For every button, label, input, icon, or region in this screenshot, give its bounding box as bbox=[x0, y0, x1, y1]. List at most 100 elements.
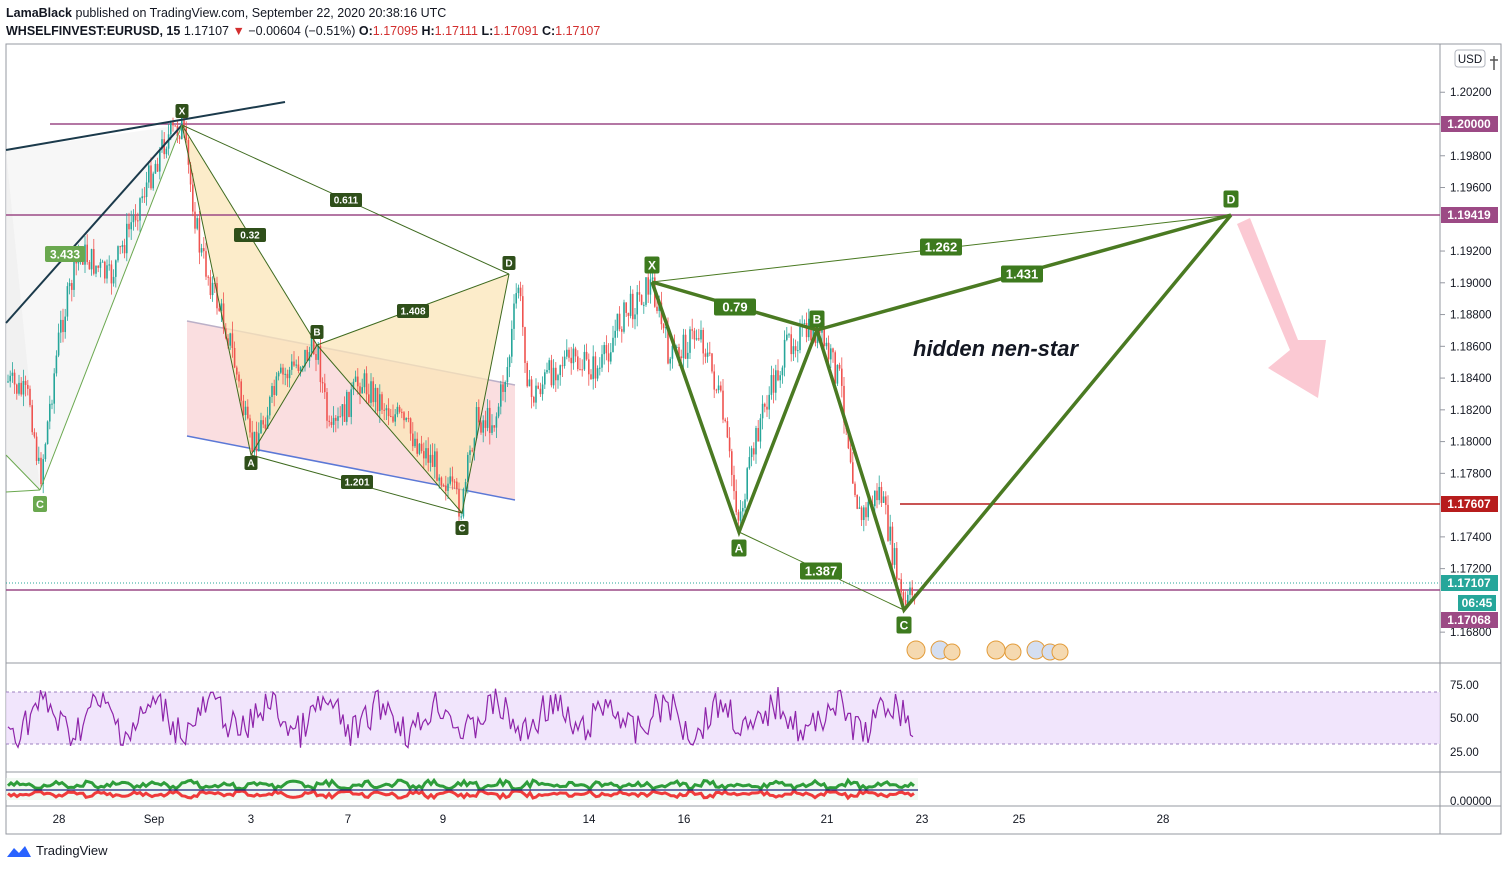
left-point-label[interactable] bbox=[33, 496, 47, 512]
candle-body bbox=[852, 462, 854, 484]
candle-body bbox=[460, 516, 462, 518]
economic-events-icon[interactable] bbox=[906, 640, 1069, 661]
candle-body bbox=[601, 354, 603, 368]
author-name[interactable]: LamaBlack bbox=[6, 6, 73, 20]
candle-body bbox=[805, 322, 808, 338]
price-marker[interactable] bbox=[1441, 496, 1498, 512]
pattern2-point-label[interactable] bbox=[731, 539, 747, 557]
pattern1-point-label[interactable] bbox=[502, 256, 516, 270]
candle-body bbox=[702, 330, 704, 354]
candle-body bbox=[359, 386, 361, 394]
candle-body bbox=[183, 116, 185, 128]
candle-body bbox=[302, 366, 304, 368]
candle-body bbox=[233, 347, 236, 368]
pattern1-point-label[interactable] bbox=[244, 456, 258, 470]
candle-body bbox=[277, 372, 280, 377]
left-ratio-label[interactable] bbox=[45, 246, 85, 262]
candle-body bbox=[781, 367, 784, 376]
pattern1-ratio-label[interactable] bbox=[397, 304, 429, 318]
pattern2-point-label[interactable] bbox=[644, 256, 660, 274]
candle-body bbox=[709, 352, 711, 354]
pattern1-point-label[interactable] bbox=[455, 521, 469, 535]
low-label: L: bbox=[481, 24, 494, 38]
pattern2-point-label[interactable] bbox=[1223, 190, 1239, 208]
candle-body bbox=[823, 326, 825, 347]
candle-body bbox=[742, 507, 744, 512]
pattern1-point-label-text: B bbox=[313, 328, 320, 339]
candle-body bbox=[337, 416, 339, 421]
candle-body bbox=[130, 222, 132, 230]
candle-body bbox=[449, 476, 451, 484]
pattern1-point-label[interactable] bbox=[175, 104, 189, 118]
candle-body bbox=[878, 486, 880, 501]
candle-body bbox=[731, 451, 733, 475]
candle-body bbox=[735, 491, 737, 513]
candle-body bbox=[757, 428, 759, 442]
candle-body bbox=[700, 330, 702, 340]
candle-body bbox=[134, 215, 137, 221]
candle-body bbox=[220, 303, 223, 311]
candle-body bbox=[889, 526, 891, 541]
trend-line-top[interactable] bbox=[5, 101, 286, 151]
candle-body bbox=[713, 371, 715, 390]
candle-body bbox=[489, 407, 491, 433]
pattern1-point-label[interactable] bbox=[310, 325, 324, 339]
candle-body bbox=[306, 349, 308, 362]
time-tick-label: 28 bbox=[53, 814, 66, 826]
currency-badge[interactable] bbox=[1454, 49, 1486, 68]
candle-body bbox=[759, 418, 762, 442]
settings-icon[interactable] bbox=[1490, 56, 1498, 70]
candle-body bbox=[636, 292, 638, 315]
price-marker[interactable] bbox=[1441, 116, 1498, 132]
pattern1-ratio-label[interactable] bbox=[234, 228, 266, 242]
candle-body bbox=[548, 360, 550, 371]
price-marker[interactable] bbox=[1458, 595, 1496, 611]
oscillator-lines bbox=[6, 777, 918, 801]
candle-body bbox=[909, 587, 911, 595]
rsi-line bbox=[7, 686, 914, 749]
candle-body bbox=[775, 370, 777, 393]
pattern2-ratio-label[interactable] bbox=[1001, 265, 1043, 283]
pattern-annotation[interactable]: hidden nen-star bbox=[913, 336, 1079, 361]
candle-body bbox=[748, 457, 751, 469]
footer-brand[interactable]: TradingView bbox=[6, 843, 108, 858]
candle-body bbox=[456, 481, 458, 490]
candle-body bbox=[684, 334, 687, 359]
candle-body bbox=[497, 406, 500, 417]
candle-body bbox=[640, 294, 643, 305]
candle-body bbox=[387, 408, 390, 417]
candle-body bbox=[777, 370, 779, 381]
candle-body bbox=[887, 504, 889, 541]
price-marker[interactable] bbox=[1441, 207, 1498, 223]
price-marker-label: 1.19419 bbox=[1447, 208, 1491, 222]
candle-body bbox=[812, 324, 814, 341]
candle-body bbox=[621, 329, 623, 332]
pattern2-point-label[interactable] bbox=[809, 310, 825, 328]
candle-body bbox=[108, 264, 110, 266]
price-marker[interactable] bbox=[1441, 575, 1498, 591]
pattern2-ratio-label[interactable] bbox=[920, 238, 962, 256]
candle-body bbox=[42, 459, 44, 485]
candle-body bbox=[590, 374, 592, 380]
candle-body bbox=[148, 165, 150, 183]
trend-line-dark[interactable] bbox=[5, 124, 183, 324]
price-marker[interactable] bbox=[1441, 612, 1498, 628]
candle-body bbox=[357, 376, 359, 387]
pattern1-ratio-label[interactable] bbox=[330, 193, 362, 207]
symbol-label[interactable]: WHSELFINVEST:EURUSD, 15 bbox=[6, 24, 181, 38]
pattern2-ratio-label[interactable] bbox=[714, 298, 756, 316]
candle-body bbox=[95, 265, 97, 274]
candle-body bbox=[260, 420, 262, 434]
candle-body bbox=[308, 352, 311, 362]
candle-body bbox=[379, 394, 381, 412]
candle-body bbox=[438, 477, 440, 481]
candle-body bbox=[119, 246, 121, 248]
pattern1-ratio-label[interactable] bbox=[341, 475, 373, 489]
candle-body bbox=[31, 405, 33, 433]
candle-body bbox=[638, 292, 641, 295]
pattern2-ratio-label[interactable] bbox=[800, 562, 842, 580]
pattern2-point-label[interactable] bbox=[896, 616, 912, 634]
candle-body bbox=[836, 364, 839, 384]
candle-body bbox=[117, 246, 119, 261]
